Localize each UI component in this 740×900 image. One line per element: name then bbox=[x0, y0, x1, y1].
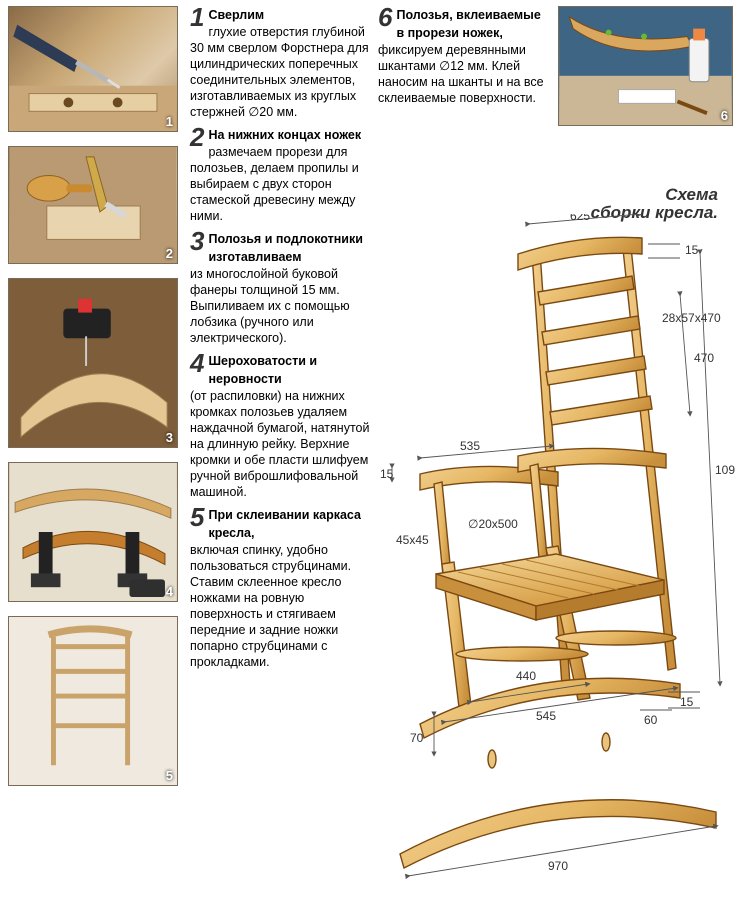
photo-number: 3 bbox=[166, 430, 173, 445]
step-3: 3 Полозья и подлокотники изготавливаем и… bbox=[190, 230, 370, 346]
step-body: размечаем прорези для полозьев, делаем п… bbox=[190, 144, 370, 224]
step-number: 5 bbox=[190, 506, 204, 529]
step-6: 6 Полозья, вклеиваемые в прорези ножек, … bbox=[378, 6, 550, 106]
dim-back-span: 470 bbox=[694, 351, 714, 365]
dim-seat-h: 440 bbox=[516, 669, 536, 683]
step-bold: На нижних концах ножек bbox=[208, 128, 361, 142]
step-body: фиксируем деревянными шкантами ∅12 мм. К… bbox=[378, 42, 550, 106]
photo-number: 2 bbox=[166, 246, 173, 261]
photo-glue: 6 bbox=[558, 6, 733, 126]
dim-leg: 45x45 bbox=[396, 533, 429, 547]
steps-column: 1 Сверлим глухие отверстия глубиной 30 м… bbox=[190, 6, 370, 676]
step-body: включая спинку, удобно пользоваться стру… bbox=[190, 542, 370, 670]
photo-number: 6 bbox=[721, 108, 728, 123]
photo-column: 1 2 3 bbox=[8, 6, 178, 800]
step-number: 6 bbox=[378, 6, 392, 29]
photo-jigsaw: 3 bbox=[8, 278, 178, 448]
dim-slat: 28x57x470 bbox=[662, 311, 721, 325]
photo-number: 4 bbox=[166, 584, 173, 599]
dim-foot-h: 70 bbox=[410, 731, 424, 745]
step-bold: Полозья и подлокотники изготавливаем bbox=[208, 232, 362, 264]
step-number: 2 bbox=[190, 126, 204, 149]
step-number: 4 bbox=[190, 352, 204, 375]
photo-sanding: 4 bbox=[8, 462, 178, 602]
dim-dowel: 60 bbox=[644, 713, 658, 727]
dim-arm-len: 535 bbox=[460, 439, 480, 453]
step-4: 4 Шероховатости и неровности (от распило… bbox=[190, 352, 370, 500]
step-body: глухие отверстия глубиной 30 мм сверлом … bbox=[190, 24, 370, 120]
dim-rod: ∅20x500 bbox=[468, 517, 518, 531]
dim-cap-t: 15 bbox=[685, 243, 699, 257]
page-root: 1 2 3 bbox=[0, 0, 740, 900]
dim-arm-t: 15 bbox=[380, 467, 394, 481]
step-bold: Шероховатости и неровности bbox=[208, 354, 317, 386]
photo-number: 1 bbox=[166, 114, 173, 129]
step-body: из многослойной буковой фанеры толщиной … bbox=[190, 266, 370, 346]
photo-chisel: 2 bbox=[8, 146, 178, 264]
step-number: 1 bbox=[190, 6, 204, 29]
step-bold: Сверлим bbox=[208, 8, 264, 22]
assembly-diagram: 625 15 28x57x470 470 1095 535 15 ∅20x500… bbox=[380, 214, 735, 894]
dim-top-width: 625 bbox=[570, 214, 590, 223]
step-number: 3 bbox=[190, 230, 204, 253]
photo-number: 5 bbox=[166, 768, 173, 783]
dim-rock-t: 15 bbox=[680, 695, 694, 709]
step-bold: При склеивании каркаса кресла, bbox=[208, 508, 361, 540]
step-5: 5 При склеивании каркаса кресла, включая… bbox=[190, 506, 370, 670]
step-2: 2 На нижних концах ножек размечаем проре… bbox=[190, 126, 370, 224]
dim-h-total: 1095 bbox=[715, 463, 735, 477]
dim-rocker-len: 970 bbox=[548, 859, 568, 873]
step-body: (от распиловки) на нижних кромках полозь… bbox=[190, 388, 370, 500]
photo-frame: 5 bbox=[8, 616, 178, 786]
dim-rocker-span: 545 bbox=[536, 709, 556, 723]
step-1: 1 Сверлим глухие отверстия глубиной 30 м… bbox=[190, 6, 370, 120]
step-bold: Полозья, вклеиваемые в прорези ножек, bbox=[396, 8, 540, 40]
photo-drill: 1 bbox=[8, 6, 178, 132]
